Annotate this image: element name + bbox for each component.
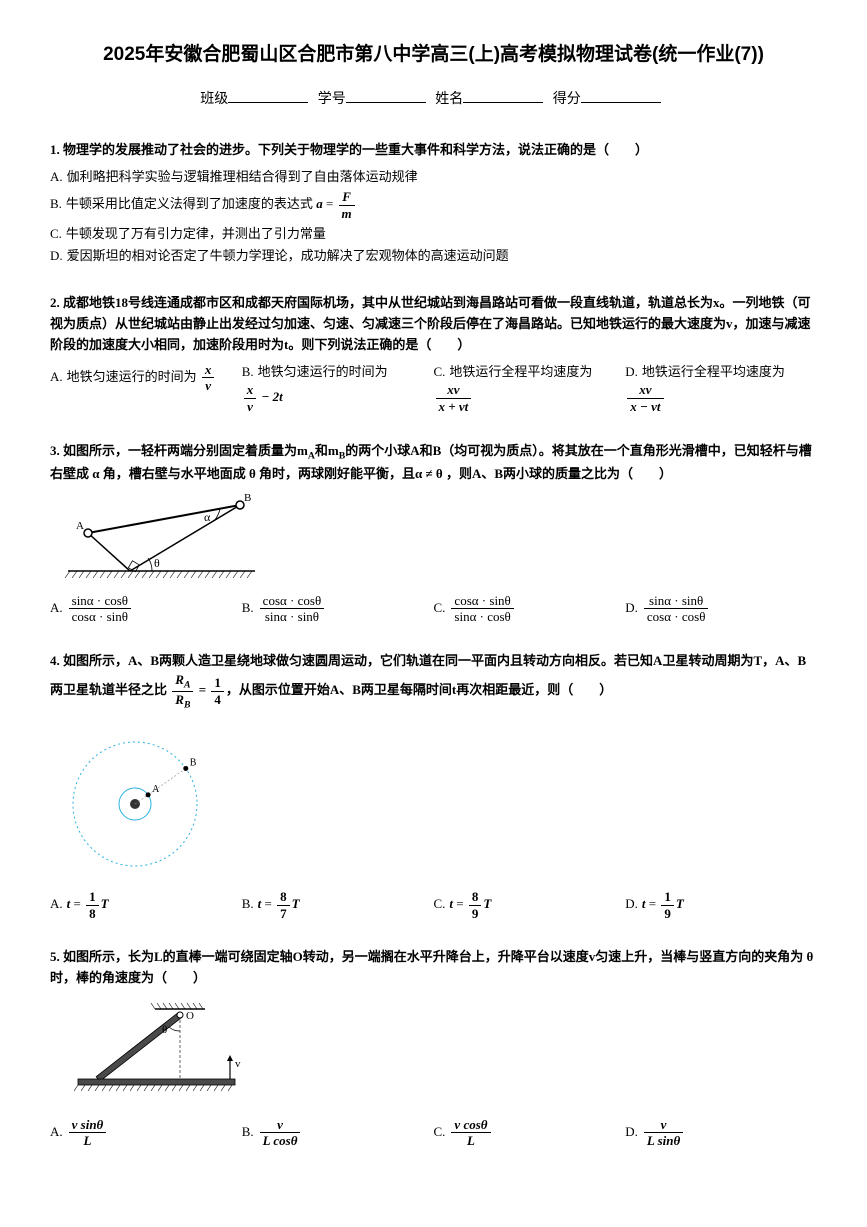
- name-label: 姓名: [435, 92, 463, 107]
- question-4: 4. 如图所示，A、B两颗人造卫星绕地球做匀速圆周运动，它们轨道在同一平面内且转…: [50, 651, 817, 922]
- name-blank: [463, 88, 543, 103]
- q3-text: 如图所示，一轻杆两端分别固定着质量为mA和mB的两个小球A和B（均可视为质点）。…: [50, 443, 812, 481]
- svg-text:B: B: [190, 758, 197, 769]
- q3-options: A.sinα · cosθcosα · sinθ B.cosα · cosθsi…: [50, 593, 817, 625]
- q4-opt-c: C.t = 89T: [434, 889, 626, 921]
- q3-opt-d: D.sinα · sinθcosα · cosθ: [625, 593, 817, 625]
- q1-opt-b: B.牛顿采用比值定义法得到了加速度的表达式 a = Fm: [50, 189, 817, 221]
- class-label: 班级: [200, 92, 228, 107]
- q4-text: 如图所示，A、B两颗人造卫星绕地球做匀速圆周运动，它们轨道在同一平面内且转动方向…: [50, 653, 806, 698]
- q4-opt-b: B.t = 87T: [242, 889, 434, 921]
- q5-text: 如图所示，长为L的直棒一端可绕固定轴O转动，另一端搁在水平升降台上，升降平台以速…: [50, 949, 813, 985]
- question-5: 5. 如图所示，长为L的直棒一端可绕固定轴O转动，另一端搁在水平升降台上，升降平…: [50, 947, 817, 1149]
- q4-stem: 4. 如图所示，A、B两颗人造卫星绕地球做匀速圆周运动，它们轨道在同一平面内且转…: [50, 651, 817, 711]
- svg-text:α: α: [204, 510, 211, 524]
- q1-stem: 1. 物理学的发展推动了社会的进步。下列关于物理学的一些重大事件和科学方法，说法…: [50, 140, 817, 161]
- q4-num: 4.: [50, 653, 60, 668]
- svg-text:B: B: [244, 493, 251, 504]
- id-label: 学号: [318, 92, 346, 107]
- q3-opt-b: B.cosα · cosθsinα · sinθ: [242, 593, 434, 625]
- question-3: 3. 如图所示，一轻杆两端分别固定着质量为mA和mB的两个小球A和B（均可视为质…: [50, 441, 817, 625]
- q5-num: 5.: [50, 949, 60, 964]
- q2-stem: 2. 成都地铁18号线连通成都市区和成都天府国际机场，其中从世纪城站到海昌路站可…: [50, 293, 817, 355]
- svg-text:θ: θ: [154, 556, 160, 570]
- q1-text: 物理学的发展推动了社会的进步。下列关于物理学的一些重大事件和科学方法，说法正确的…: [63, 142, 648, 157]
- q1-num: 1.: [50, 142, 60, 157]
- q4-options: A.t = 18T B.t = 87T C.t = 89T D.t = 19T: [50, 889, 817, 921]
- score-blank: [581, 88, 661, 103]
- q4-opt-a: A.t = 18T: [50, 889, 242, 921]
- q5-options: A.v sinθL B.vL cosθ C.v cosθL D.vL sinθ: [50, 1117, 817, 1149]
- q5-figure: θ Ov: [60, 997, 817, 1107]
- question-1: 1. 物理学的发展推动了社会的进步。下列关于物理学的一些重大事件和科学方法，说法…: [50, 140, 817, 267]
- q4-figure: AB: [60, 719, 817, 879]
- q3-figure: A Bθ α: [60, 493, 817, 583]
- q1-opt-c: C.牛顿发现了万有引力定律，并测出了引力常量: [50, 224, 817, 245]
- q5-stem: 5. 如图所示，长为L的直棒一端可绕固定轴O转动，另一端搁在水平升降台上，升降平…: [50, 947, 817, 989]
- q3-opt-c: C.cosα · sinθsinα · cosθ: [434, 593, 626, 625]
- q5-opt-b: B.vL cosθ: [242, 1117, 434, 1149]
- q2-opt-a: A.地铁匀速运行的时间为 xv: [50, 362, 242, 415]
- q2-opt-c: C.地铁运行全程平均速度为xvx + vt: [434, 362, 626, 415]
- page-title: 2025年安徽合肥蜀山区合肥市第八中学高三(上)高考模拟物理试卷(统一作业(7)…: [50, 40, 817, 70]
- q5-opt-c: C.v cosθL: [434, 1117, 626, 1149]
- class-blank: [228, 88, 308, 103]
- svg-text:A: A: [152, 784, 160, 795]
- q2-opt-d: D.地铁运行全程平均速度为xvx − vt: [625, 362, 817, 415]
- q5-opt-d: D.vL sinθ: [625, 1117, 817, 1149]
- svg-text:θ: θ: [162, 1024, 167, 1036]
- q5-opt-a: A.v sinθL: [50, 1117, 242, 1149]
- q2-num: 2.: [50, 295, 60, 310]
- question-2: 2. 成都地铁18号线连通成都市区和成都天府国际机场，其中从世纪城站到海昌路站可…: [50, 293, 817, 414]
- q3-opt-a: A.sinα · cosθcosα · sinθ: [50, 593, 242, 625]
- q3-num: 3.: [50, 443, 60, 458]
- q2-opt-b: B.地铁匀速运行的时间为xv − 2t: [242, 362, 434, 415]
- score-label: 得分: [553, 92, 581, 107]
- svg-text:v: v: [235, 1058, 241, 1070]
- q3-stem: 3. 如图所示，一轻杆两端分别固定着质量为mA和mB的两个小球A和B（均可视为质…: [50, 441, 817, 485]
- svg-text:A: A: [76, 520, 84, 532]
- q4-opt-d: D.t = 19T: [625, 889, 817, 921]
- svg-text:O: O: [186, 1010, 194, 1022]
- q1-opt-a: A.伽利略把科学实验与逻辑推理相结合得到了自由落体运动规律: [50, 167, 817, 188]
- q2-text: 成都地铁18号线连通成都市区和成都天府国际机场，其中从世纪城站到海昌路站可看做一…: [50, 295, 811, 352]
- q1-options: A.伽利略把科学实验与逻辑推理相结合得到了自由落体运动规律 B.牛顿采用比值定义…: [50, 167, 817, 268]
- q1-opt-d: D.爱因斯坦的相对论否定了牛顿力学理论，成功解决了宏观物体的高速运动问题: [50, 246, 817, 267]
- header-fields: 班级 学号 姓名 得分: [50, 88, 817, 111]
- id-blank: [346, 88, 426, 103]
- q2-options: A.地铁匀速运行的时间为 xv B.地铁匀速运行的时间为xv − 2t C.地铁…: [50, 362, 817, 415]
